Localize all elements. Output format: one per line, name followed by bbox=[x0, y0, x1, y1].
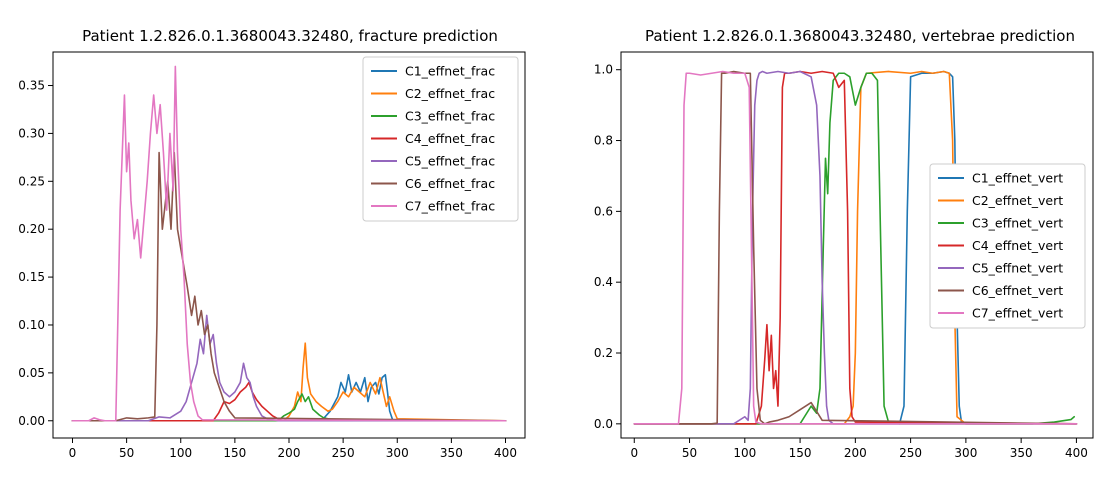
fracture-legend-box bbox=[362, 56, 519, 222]
vertebrae-legend-label-1: C1_effnet_vert bbox=[972, 171, 1063, 186]
vertebrae-y-tick-label-0: 0.0 bbox=[594, 417, 613, 431]
vertebrae-y-ticks: 0.0 0.2 0.4 0.6 0.8 1.0 bbox=[594, 63, 621, 431]
fracture-series-line-4 bbox=[71, 381, 507, 422]
vertebrae-legend-box bbox=[929, 163, 1086, 329]
vertebrae-x-tick-label-7: 350 bbox=[1010, 446, 1033, 460]
fracture-x-tick-label-0: 0 bbox=[69, 446, 77, 460]
fracture-y-tick-label-5: 0.25 bbox=[18, 174, 45, 188]
vertebrae-y-tick-label-2: 0.4 bbox=[594, 275, 613, 289]
vertebrae-y-tick-label-1: 0.2 bbox=[594, 346, 613, 360]
vertebrae-x-tick-label-1: 50 bbox=[682, 446, 697, 460]
vertebrae-x-tick-label-5: 250 bbox=[899, 446, 922, 460]
vertebrae-legend-label-6: C6_effnet_vert bbox=[972, 283, 1063, 298]
fracture-legend-label-3: C3_effnet_frac bbox=[405, 109, 495, 124]
fracture-x-tick-label-4: 200 bbox=[278, 446, 301, 460]
fracture-series-group bbox=[71, 65, 507, 422]
vertebrae-legend-label-5: C5_effnet_vert bbox=[972, 261, 1063, 276]
fracture-x-tick-label-3: 150 bbox=[223, 446, 246, 460]
fracture-legend-label-5: C5_effnet_frac bbox=[405, 154, 495, 169]
vertebrae-legend-label-7: C7_effnet_vert bbox=[972, 306, 1063, 321]
fracture-x-tick-label-6: 300 bbox=[386, 446, 409, 460]
fracture-y-ticks: 0.00 0.05 0.10 0.15 0.20 0.25 0.30 0.35 bbox=[18, 79, 53, 428]
fracture-x-tick-label-2: 100 bbox=[169, 446, 192, 460]
fracture-legend-label-2: C2_effnet_frac bbox=[405, 86, 495, 101]
fracture-legend-label-7: C7_effnet_frac bbox=[405, 199, 495, 214]
vertebrae-legend-label-2: C2_effnet_vert bbox=[972, 193, 1063, 208]
fracture-y-tick-label-1: 0.05 bbox=[18, 366, 45, 380]
fracture-y-tick-label-7: 0.35 bbox=[18, 79, 45, 93]
vertebrae-x-tick-label-6: 300 bbox=[954, 446, 977, 460]
vertebrae-chart: Patient 1.2.826.0.1.3680043.32480, verte… bbox=[594, 27, 1094, 460]
vertebrae-x-tick-label-4: 200 bbox=[844, 446, 867, 460]
vertebrae-plot-frame bbox=[620, 51, 1094, 439]
fracture-y-tick-label-3: 0.15 bbox=[18, 270, 45, 284]
vertebrae-x-ticks: 0 50 100 150 200 250 300 350 400 bbox=[630, 438, 1088, 460]
vertebrae-x-tick-label-0: 0 bbox=[630, 446, 638, 460]
fracture-y-tick-label-0: 0.00 bbox=[18, 414, 45, 428]
fracture-x-ticks: 0 50 100 150 200 250 300 350 400 bbox=[69, 438, 517, 460]
fracture-legend-label-4: C4_effnet_frac bbox=[405, 131, 495, 146]
vertebrae-legend-label-4: C4_effnet_vert bbox=[972, 238, 1063, 253]
fracture-legend-label-1: C1_effnet_frac bbox=[405, 64, 495, 79]
fracture-chart: Patient 1.2.826.0.1.3680043.32480, fract… bbox=[18, 27, 526, 460]
fracture-series-line-5 bbox=[71, 314, 507, 422]
vertebrae-y-tick-label-5: 1.0 bbox=[594, 63, 613, 77]
fracture-legend-label-6: C6_effnet_frac bbox=[405, 176, 495, 191]
vertebrae-series-line-5 bbox=[633, 70, 1078, 425]
fracture-y-tick-label-4: 0.20 bbox=[18, 222, 45, 236]
vertebrae-series-line-6 bbox=[633, 70, 1078, 425]
vertebrae-legend-label-3: C3_effnet_vert bbox=[972, 216, 1063, 231]
fracture-y-tick-label-6: 0.30 bbox=[18, 126, 45, 140]
vertebrae-chart-title: Patient 1.2.826.0.1.3680043.32480, verte… bbox=[645, 27, 1075, 45]
fracture-series-line-7 bbox=[71, 65, 507, 422]
fracture-x-tick-label-7: 350 bbox=[440, 446, 463, 460]
fracture-x-tick-label-5: 250 bbox=[332, 446, 355, 460]
vertebrae-x-tick-label-2: 100 bbox=[733, 446, 756, 460]
vertebrae-y-tick-label-3: 0.6 bbox=[594, 204, 613, 218]
fracture-legend: C1_effnet_frac C2_effnet_frac C3_effnet_fr… bbox=[362, 56, 519, 222]
fracture-y-tick-label-2: 0.10 bbox=[18, 318, 45, 332]
fracture-chart-title: Patient 1.2.826.0.1.3680043.32480, fract… bbox=[82, 27, 498, 45]
vertebrae-series-line-7 bbox=[633, 70, 1078, 425]
vertebrae-legend: C1_effnet_vert C2_effnet_vert C3_effnet_ve… bbox=[929, 163, 1086, 329]
vertebrae-y-tick-label-4: 0.8 bbox=[594, 134, 613, 148]
vertebrae-x-tick-label-3: 150 bbox=[789, 446, 812, 460]
vertebrae-x-tick-label-8: 400 bbox=[1065, 446, 1088, 460]
fracture-x-tick-label-1: 50 bbox=[119, 446, 134, 460]
fracture-x-tick-label-8: 400 bbox=[494, 446, 517, 460]
